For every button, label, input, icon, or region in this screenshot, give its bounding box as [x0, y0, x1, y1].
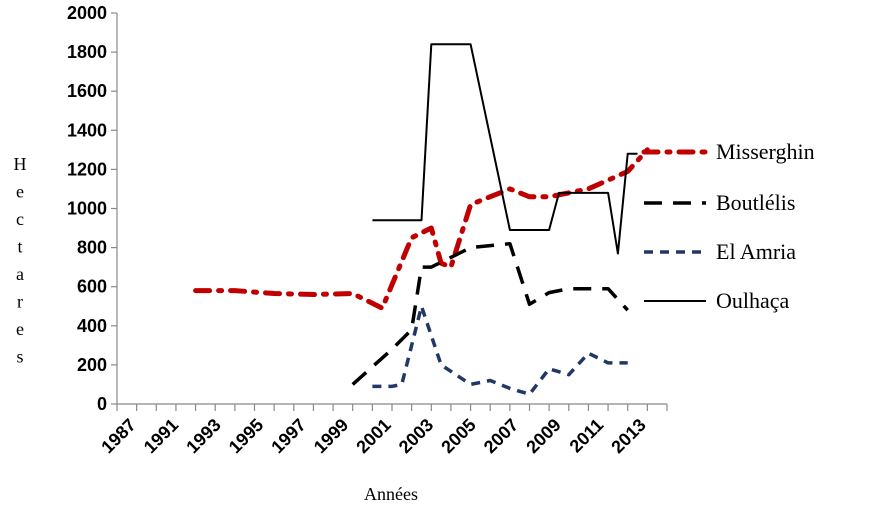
y-axis-title-char: t — [17, 237, 22, 257]
x-tick-label: 1991 — [140, 415, 182, 457]
legend: Misserghin Boutlélis El Amria Oulhaça — [641, 139, 815, 313]
x-tick-label: 2007 — [480, 415, 522, 457]
y-tick-label: 0 — [97, 394, 107, 414]
x-tick-label: 2009 — [522, 415, 564, 457]
series-line-0 — [193, 147, 650, 311]
y-axis-title-char: s — [16, 347, 23, 367]
series-line-1 — [351, 241, 629, 386]
x-tick-label: 1995 — [225, 415, 267, 457]
x-tick-label: 2005 — [437, 415, 479, 457]
y-tick-label: 1000 — [67, 199, 107, 219]
y-axis-title-char: r — [17, 292, 23, 312]
y-axis: 0 200 400 600 800 1000 1200 1400 1600 1800 2000 — [67, 3, 118, 414]
legend-label: Misserghin — [716, 139, 815, 164]
y-axis-title-char: H — [14, 154, 27, 174]
x-axis-title: Années — [364, 484, 418, 504]
y-axis-title-char: c — [16, 209, 24, 229]
legend-label: El Amria — [716, 239, 796, 264]
y-tick-label: 800 — [77, 238, 107, 258]
x-tick-label: 2013 — [607, 415, 649, 457]
y-tick-label: 200 — [77, 355, 107, 375]
x-tick-label: 1999 — [310, 415, 352, 457]
y-axis-title-char: e — [16, 182, 24, 202]
legend-label: Boutlélis — [716, 190, 795, 215]
x-tick-label: 1997 — [267, 415, 309, 457]
y-tick-label: 1600 — [67, 81, 107, 101]
y-tick-label: 400 — [77, 316, 107, 336]
x-tick-label: 2003 — [395, 415, 437, 457]
y-tick-label: 2000 — [67, 3, 107, 23]
x-tick-label: 1987 — [97, 415, 139, 457]
x-axis: 1987 1991 1993 1995 1997 1999 2001 2003 2005 2007… — [97, 403, 668, 457]
legend-label: Oulhaça — [716, 288, 790, 313]
y-tick-label: 1800 — [67, 42, 107, 62]
x-tick-label: 2011 — [566, 415, 608, 457]
x-tick-label: 1993 — [182, 415, 224, 457]
y-axis-title-char: e — [16, 319, 24, 339]
y-tick-label: 1200 — [67, 159, 107, 179]
y-tick-label: 600 — [77, 277, 107, 297]
series-line-2 — [372, 304, 628, 396]
y-axis-title-char: a — [16, 264, 24, 284]
series-lines — [193, 43, 650, 396]
y-tick-label: 1400 — [67, 120, 107, 140]
x-tick-label: 2001 — [352, 415, 394, 457]
series-line-3 — [372, 43, 638, 255]
